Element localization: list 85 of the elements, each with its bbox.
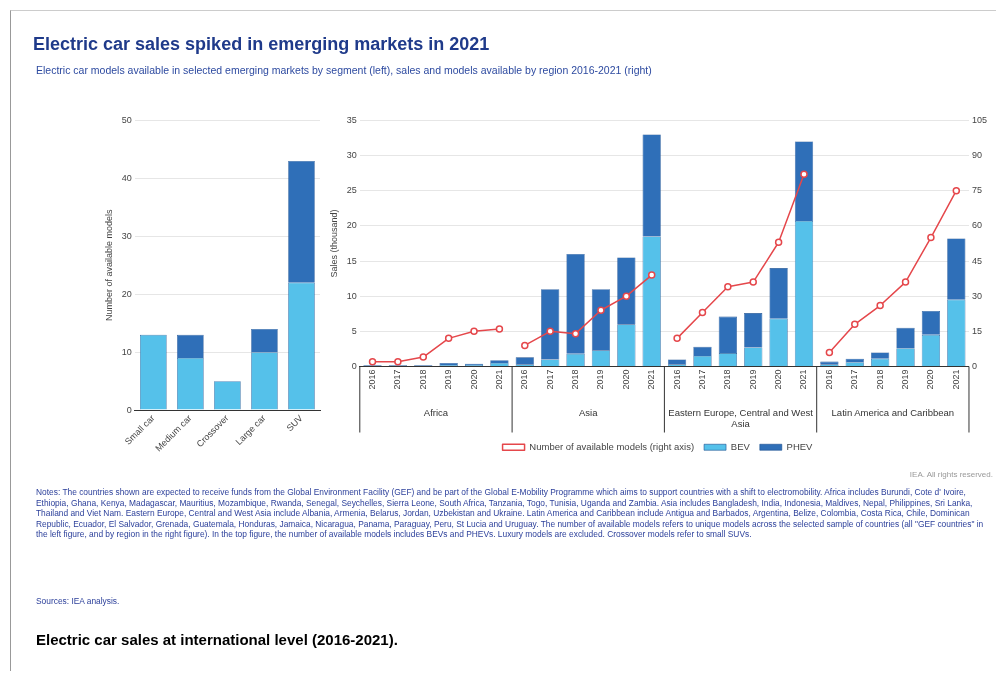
y2-tick-label: 60: [971, 220, 982, 231]
y2-tick-label: 30: [971, 290, 982, 301]
y-tick-label: 10: [121, 346, 132, 357]
legend-label: Number of available models (right axis): [529, 440, 695, 452]
y2-tick-label: 0: [971, 360, 977, 371]
point: [724, 283, 732, 291]
point: [495, 325, 504, 333]
y-tick-label: 25: [346, 185, 357, 196]
text: Notes: The countries shown are expected to receive funds from the Global Environment Facility (GEF) and be part of the Global E-Mobility Programme which aims to support countries with a shift to electromobility. Africa includes Burundi, Cote d' Ivoire, Ethiopia, Ghana, Kenya, Madagascar, Mauritius, Mozambique, Rwanda, Senegal, Seychelles, Sierra Leone, South Africa, Tanzania, Togo, Tunisia, Uganda and Zambia. Asia includes Bangladesh, India, Indonesia, Maldives, Nepal, Philippines, Sri Lanka, Thailand and Viet Nam. Eastern Europe, Central and West Asia include Albania, Armenia, Belarus, Jordan, Uzbekistan and Ukraine. Latin America and Caribbean include Antigua and Barbados, Argentina, Belize, Colombia, Costa Rica, Chile, Dominican Republic, Ecuador, El Salvador, Grenada, Guatemala, Honduras, Jamaica, Nicaragua, Panama, Paraguay, Peru, St Lucia and Uruguay. The number of available models refers to unique models across the selected sample of countries (all "GEF countries" in the left figure, and by region in the right figure). In the top figure, the number of available models includes BEVs and PHEVs. Luxury models are excluded. Crossover models refer to small SUVs.: [36, 487, 985, 540]
point: [470, 327, 478, 336]
point: [419, 353, 428, 361]
x-tick-label: 2017: [544, 369, 555, 390]
x-tick-label: 2021: [493, 369, 504, 390]
x-tick-label: 2021: [646, 369, 657, 390]
point: [647, 271, 656, 279]
point: [901, 278, 910, 286]
text: Latin America and Caribbean: [831, 406, 955, 418]
point: [444, 334, 453, 343]
point: [571, 329, 580, 338]
point: [851, 320, 859, 329]
point: [800, 170, 808, 179]
x-tick-label: 2020: [925, 369, 936, 390]
y-tick-label: 10: [346, 290, 357, 301]
y-axis-title: Number of available models: [103, 208, 114, 322]
x-tick-label: 2018: [874, 369, 885, 390]
point: [927, 233, 935, 242]
text: Asia: [579, 406, 599, 418]
x-tick-label: 2017: [696, 369, 707, 390]
y-tick-label: 15: [346, 255, 357, 266]
y2-tick-label: 15: [971, 325, 982, 336]
y-tick-label: 0: [126, 404, 132, 415]
x-tick-label: 2016: [366, 369, 377, 390]
x-tick-label: 2016: [671, 369, 682, 390]
source-note: Sources: IEA analysis.: [36, 596, 120, 606]
point: [521, 341, 529, 350]
point: [368, 358, 377, 366]
y-tick-label: 30: [121, 230, 132, 241]
x-tick-label: 2016: [519, 369, 530, 390]
point: [622, 292, 631, 300]
legend-label: BEV: [730, 440, 751, 452]
x-tick-label: 2019: [747, 369, 758, 390]
x-tick-label: 2021: [798, 369, 809, 390]
point: [876, 301, 884, 310]
point: [749, 278, 757, 286]
y2-tick-label: 90: [971, 150, 982, 161]
x-tick-label: 2019: [443, 369, 454, 390]
x-tick-label: 2019: [595, 369, 606, 390]
y2-tick-label: 75: [971, 185, 982, 196]
text: Africa: [423, 406, 449, 418]
y-tick-label: 50: [121, 114, 132, 125]
x-tick-label: 2021: [950, 369, 961, 390]
x-tick-label: 2017: [392, 369, 403, 390]
text: IEA. All rights reserved.: [909, 470, 993, 479]
legend-label: PHEV: [786, 440, 814, 452]
point: [394, 358, 402, 366]
point: [952, 186, 961, 195]
text: Electric car sales at international level (2016-2021).: [36, 631, 398, 648]
y-tick-label: 30: [346, 150, 357, 161]
x-tick-label: 2018: [570, 369, 581, 390]
point: [546, 327, 554, 336]
x-tick-label: 2020: [620, 369, 631, 390]
point: [774, 238, 783, 247]
y2-tick-label: 105: [971, 114, 988, 125]
x-tick-label: 2018: [417, 369, 428, 390]
y-axis-title: Sales (thousand): [328, 209, 339, 278]
x-tick-label: 2019: [900, 369, 911, 390]
text: Eastern Europe, Central and West Asia: [668, 406, 814, 429]
x-tick-label: 2016: [823, 369, 834, 390]
chart-title: Electric car sales spiked in emerging markets in 2021: [33, 34, 490, 55]
y2-tick-label: 45: [971, 255, 982, 266]
y-tick-label: 20: [121, 288, 132, 299]
point: [597, 306, 605, 314]
x-tick-label: 2017: [849, 369, 860, 390]
y-tick-label: 40: [121, 172, 132, 183]
point: [825, 348, 834, 357]
text: Electric car models available in selected emerging markets by segment (left), sales and models available by region 2016-2021 (right): [36, 64, 652, 76]
y-tick-label: 0: [351, 360, 357, 371]
x-tick-label: 2020: [773, 369, 784, 390]
x-tick-label: 2020: [468, 369, 479, 390]
x-tick-label: 2018: [722, 369, 733, 390]
point: [673, 334, 681, 343]
y-tick-label: 20: [346, 220, 357, 231]
y-tick-label: 35: [346, 114, 357, 125]
point: [698, 308, 707, 317]
y-tick-label: 5: [351, 325, 357, 336]
